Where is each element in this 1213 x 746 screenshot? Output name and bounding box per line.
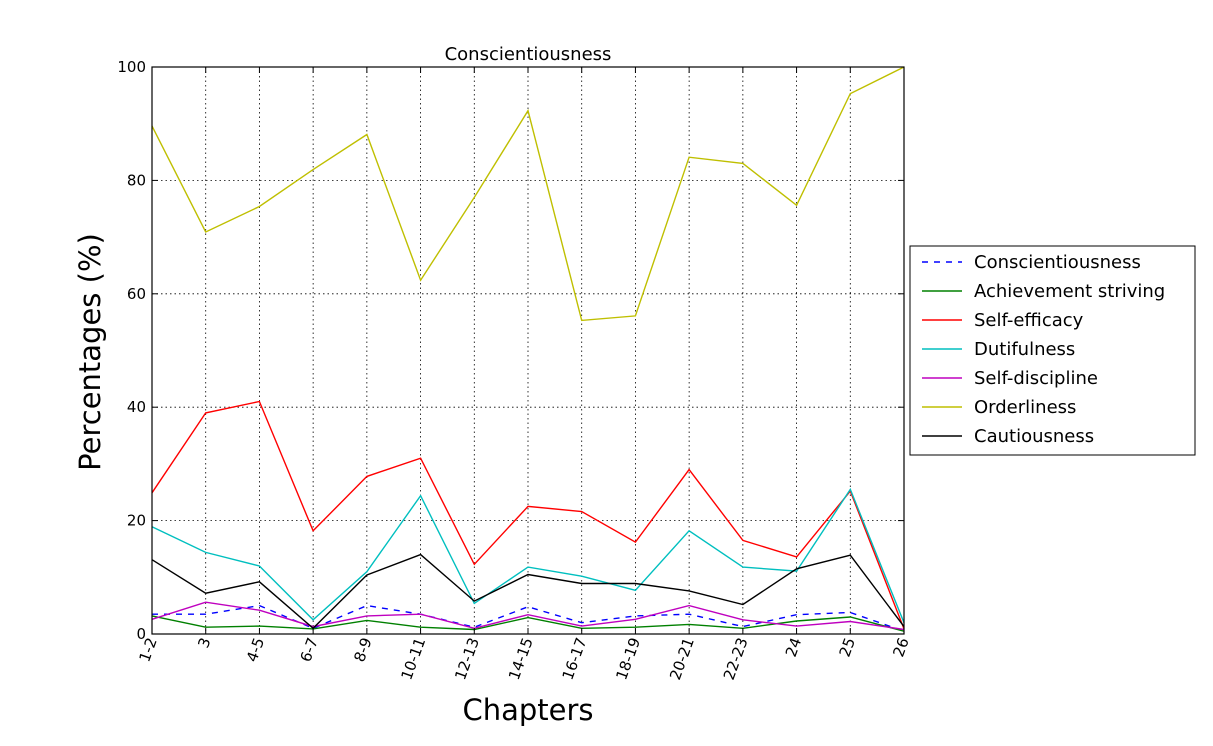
x-tick-label: 25 bbox=[836, 635, 859, 659]
series-line-self-discipline bbox=[151, 601, 905, 631]
series-line-self-efficacy bbox=[151, 400, 905, 630]
y-tick-label: 0 bbox=[136, 625, 146, 643]
series-lines bbox=[151, 66, 905, 632]
y-tick-label: 20 bbox=[127, 512, 146, 530]
legend: Conscientiousness Achievement striving Sel… bbox=[909, 245, 1196, 456]
y-axis: 0 20 40 60 80 100 bbox=[117, 58, 904, 643]
series-line-orderliness bbox=[151, 66, 905, 322]
legend-label: Self-efficacy bbox=[974, 310, 1084, 331]
y-tick-label: 80 bbox=[127, 171, 146, 189]
y-axis-title: Percentages (%) bbox=[73, 233, 107, 471]
series-line-dutifulness bbox=[151, 487, 905, 623]
legend-box bbox=[909, 245, 1196, 456]
chart-title: Conscientiousness bbox=[445, 44, 612, 65]
y-tick-label: 40 bbox=[127, 398, 146, 416]
x-tick-label: 26 bbox=[889, 635, 912, 659]
legend-label: Cautiousness bbox=[974, 426, 1094, 447]
legend-label: Achievement striving bbox=[974, 281, 1165, 302]
series-line-cautiousness bbox=[151, 553, 905, 630]
grid bbox=[152, 67, 904, 634]
y-tick-label: 60 bbox=[127, 285, 146, 303]
x-axis-title: Chapters bbox=[462, 693, 593, 727]
legend-label: Self-discipline bbox=[974, 368, 1098, 389]
legend-label: Conscientiousness bbox=[974, 252, 1141, 273]
legend-label: Dutifulness bbox=[974, 339, 1075, 360]
legend-label: Orderliness bbox=[974, 397, 1076, 418]
y-tick-label: 100 bbox=[117, 58, 146, 76]
x-tick-label: 24 bbox=[782, 635, 805, 659]
